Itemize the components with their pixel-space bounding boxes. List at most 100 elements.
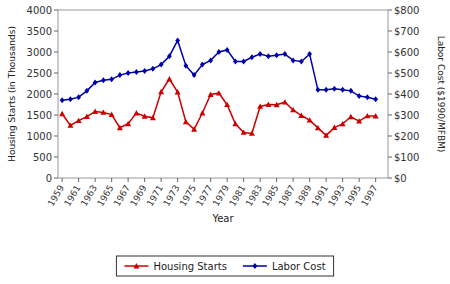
series-marker: [166, 76, 172, 81]
series-marker: [241, 58, 246, 64]
series-marker: [92, 109, 98, 114]
y2-tick: [388, 136, 392, 137]
y-tick: [54, 73, 58, 74]
y-axis-label: Housing Starts (in Thousands): [7, 26, 17, 162]
series-marker: [331, 125, 337, 130]
series-marker: [167, 53, 172, 59]
series-marker: [200, 62, 205, 68]
series-marker: [76, 94, 81, 100]
series-marker: [159, 62, 164, 68]
x-tick: [243, 178, 244, 182]
series-marker: [241, 129, 247, 134]
series-marker: [67, 122, 73, 127]
y-tick: [54, 10, 58, 11]
x-tick: [375, 178, 376, 182]
series-marker: [274, 102, 280, 107]
series-marker: [84, 88, 89, 94]
series-marker: [117, 125, 123, 130]
series-marker: [142, 113, 148, 118]
y2-tick: [388, 178, 392, 179]
x-tick: [62, 178, 63, 182]
series-marker: [76, 118, 82, 123]
series-marker: [364, 113, 370, 118]
y-tick: [54, 52, 58, 53]
series-marker: [142, 68, 147, 74]
series-marker: [191, 126, 197, 131]
legend-item: Labor Cost: [243, 261, 326, 272]
plot-frame: [58, 10, 388, 178]
x-tick: [144, 178, 145, 182]
series-marker: [60, 97, 65, 103]
series-line: [62, 40, 376, 100]
y-tick: [54, 31, 58, 32]
y-tick-label: 4000: [27, 5, 52, 16]
series-marker: [175, 37, 180, 43]
series-marker: [249, 130, 255, 135]
y-tick: [54, 115, 58, 116]
x-tick: [276, 178, 277, 182]
series-marker: [208, 57, 213, 63]
series-marker: [315, 125, 321, 130]
y-tick-label: 2500: [27, 68, 52, 79]
series-marker: [216, 90, 222, 95]
series-marker: [257, 103, 263, 108]
legend-marker: [133, 263, 139, 268]
series-marker: [323, 132, 329, 137]
series-marker: [101, 77, 106, 83]
x-tick: [95, 178, 96, 182]
series-marker: [208, 92, 214, 97]
series-marker: [232, 121, 238, 126]
series-marker: [117, 72, 122, 78]
series-marker: [109, 76, 114, 82]
x-tick: [227, 178, 228, 182]
legend-label: Labor Cost: [272, 261, 326, 272]
legend: Housing Starts Labor Cost: [116, 256, 333, 276]
y2-tick-label: $200: [394, 131, 419, 142]
y-tick-label: 1500: [27, 110, 52, 121]
legend-item: Housing Starts: [124, 261, 226, 272]
series-marker: [307, 117, 313, 122]
y2-tick: [388, 157, 392, 158]
y2-tick: [388, 31, 392, 32]
y2-tick: [388, 94, 392, 95]
y2-tick-label: $100: [394, 152, 419, 163]
series-marker: [133, 110, 139, 115]
series-marker: [68, 96, 73, 102]
series-marker: [199, 110, 205, 115]
y-tick-label: 3500: [27, 26, 52, 37]
x-tick: [177, 178, 178, 182]
y-tick-label: 1000: [27, 131, 52, 142]
series-marker: [183, 63, 188, 69]
y-tick-label: 500: [33, 152, 52, 163]
x-tick: [111, 178, 112, 182]
chart: 1959196119631965196719691971197319751977…: [0, 0, 450, 284]
series-marker: [332, 86, 337, 92]
x-tick: [342, 178, 343, 182]
y-tick: [54, 136, 58, 137]
y2-tick: [388, 73, 392, 74]
series-marker: [265, 102, 271, 107]
series-marker: [365, 94, 370, 100]
series-marker: [59, 111, 65, 116]
y2-axis-label: Labor Cost ($1990/MFBM): [436, 36, 446, 153]
y2-tick-label: $500: [394, 68, 419, 79]
y2-tick-label: $300: [394, 110, 419, 121]
series-marker: [100, 109, 106, 114]
legend-box: [116, 256, 333, 276]
series-marker: [299, 58, 304, 64]
series-marker: [373, 113, 379, 118]
y2-tick-label: $700: [394, 26, 419, 37]
series-marker: [348, 114, 354, 119]
x-tick: [78, 178, 79, 182]
x-tick: [309, 178, 310, 182]
x-tick-label: 1997: [359, 183, 379, 208]
series-marker: [315, 87, 320, 93]
series-marker: [109, 112, 115, 117]
y-tick-label: 2000: [27, 89, 52, 100]
series-marker: [192, 72, 197, 78]
series-marker: [307, 51, 312, 57]
series-marker: [282, 99, 288, 104]
y2-tick-label: $800: [394, 5, 419, 16]
series-marker: [340, 121, 346, 126]
x-tick: [161, 178, 162, 182]
